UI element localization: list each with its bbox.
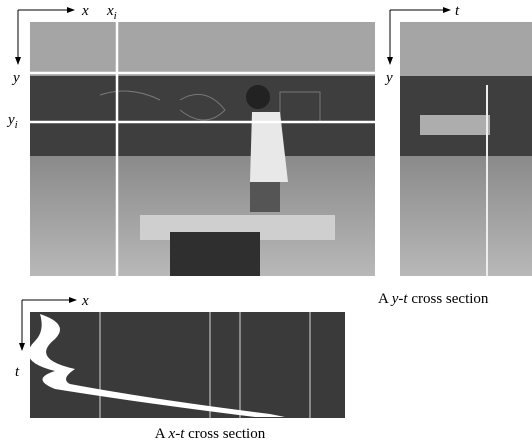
trace [420,115,490,135]
axis-label: y [384,70,393,86]
text: cross section [188,426,266,442]
chair [170,232,260,276]
head [246,85,270,109]
text: y [6,112,15,128]
xt-section: x t A x-t cross section [15,293,345,442]
axis-label: x [81,3,89,19]
blackboard [30,76,375,156]
caption: A y-t cross section [378,291,489,307]
text: cross section [411,291,489,307]
wall-top [30,22,375,74]
text: A [378,291,389,307]
text: y-t [390,291,409,307]
caption: A x-t cross section [155,426,266,442]
marker-label: xi [106,3,117,22]
main-view: x xi y yi [6,3,375,276]
figure: x xi y yi t y A y-t cross section x t A … [0,0,532,443]
text: i [15,119,18,131]
yt-section: t y A y-t cross section [378,3,532,307]
axis-label: t [15,364,20,380]
marker-label: yi [6,112,18,131]
axis-label: y [11,70,20,86]
legs [250,182,280,212]
text: x-t [168,426,186,442]
wall-lower [400,156,532,276]
photo [30,312,345,418]
axis-label: x [81,293,89,309]
text: A [155,426,166,442]
text: i [114,10,117,22]
axis-label: t [455,3,460,19]
